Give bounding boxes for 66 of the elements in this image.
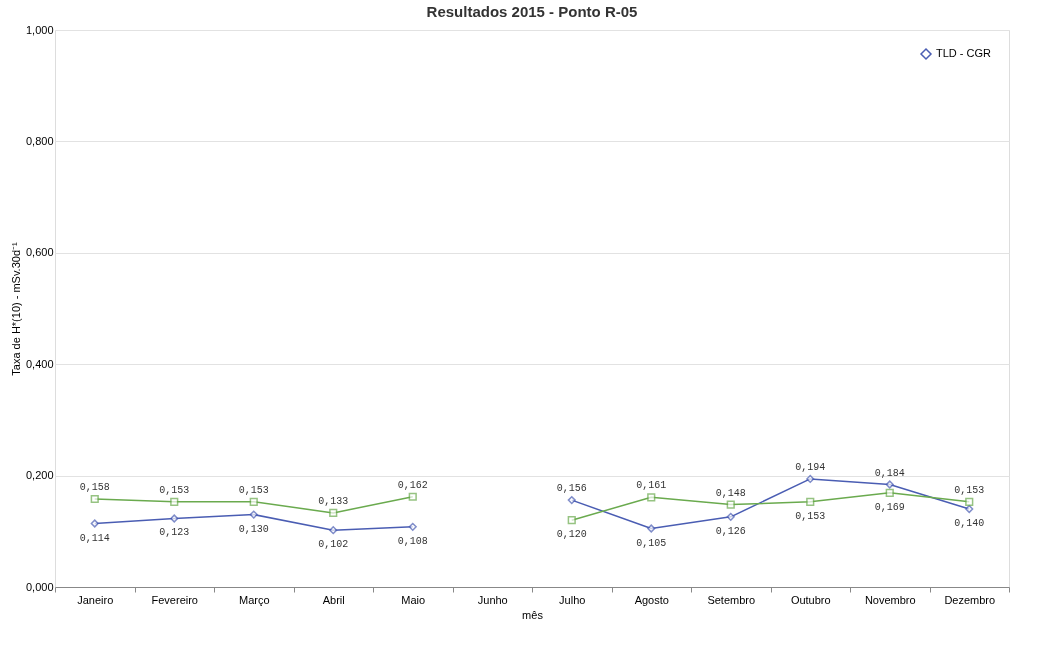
data-label: 0,123 [159, 527, 190, 539]
data-label: 0,169 [874, 501, 905, 513]
x-tick-label: Julho [559, 593, 586, 606]
point [965, 504, 974, 514]
data-label: 0,153 [795, 510, 826, 522]
point [249, 497, 258, 506]
chart-title: Resultados 2015 - Ponto R-05 [426, 3, 638, 20]
point [885, 480, 894, 489]
point [90, 519, 99, 528]
point [567, 496, 576, 505]
point [249, 510, 258, 519]
y-tick-label: 0,200 [25, 469, 54, 482]
y-tick-label: 1,000 [25, 23, 54, 36]
point [329, 508, 338, 518]
data-label: 0,108 [397, 535, 428, 547]
point [408, 522, 417, 531]
data-label: 0,162 [397, 479, 428, 491]
y-tick-label: 0,600 [25, 246, 54, 259]
data-label: 0,140 [954, 518, 985, 530]
x-tick-label: Abril [322, 593, 345, 606]
x-tick-label: Fevereiro [151, 593, 198, 606]
x-tick-label: Março [238, 593, 270, 606]
point [965, 497, 974, 506]
x-tick-label: Junho [477, 593, 508, 606]
x-tick-label: Novembro [864, 593, 916, 606]
data-label: 0,130 [238, 523, 269, 535]
data-label: 0,153 [954, 484, 985, 496]
x-tick-label: Agosto [634, 593, 669, 606]
point [647, 524, 656, 533]
point [806, 474, 815, 484]
x-tick-label: Dezembro [944, 593, 996, 606]
point [726, 512, 735, 521]
data-label: 0,184 [874, 467, 905, 479]
data-label: 0,153 [238, 484, 269, 496]
point [726, 500, 735, 509]
y-axis-title: Taxa de H*(10) - mSv.30d⁻¹ [9, 241, 22, 376]
point [647, 493, 656, 502]
point [329, 526, 338, 535]
point [806, 497, 815, 506]
point [170, 497, 179, 506]
y-tick-label: 0,800 [25, 134, 54, 147]
point [408, 492, 417, 501]
data-label: 0,102 [318, 539, 349, 551]
data-label: 0,133 [318, 495, 349, 507]
data-label: 0,148 [715, 487, 746, 499]
legend-label: TLD - CGR [936, 47, 992, 59]
x-tick-label: Outubro [790, 593, 831, 606]
x-tick-label: Setembro [707, 593, 756, 606]
x-axis-title: mês [522, 608, 544, 621]
y-tick-label: 0,400 [25, 357, 54, 370]
data-label: 0,126 [715, 525, 746, 537]
data-label: 0,156 [556, 483, 587, 495]
point [90, 494, 99, 504]
data-label: 0,158 [79, 481, 110, 493]
data-label: 0,194 [795, 461, 826, 473]
y-tick-label: 0,000 [25, 580, 54, 593]
point [170, 514, 179, 523]
data-label: 0,105 [636, 537, 667, 549]
point [885, 488, 894, 497]
x-tick-label: Maio [401, 593, 426, 606]
x-tick-label: Janeiro [77, 593, 114, 606]
data-label: 0,114 [79, 532, 110, 544]
point [567, 516, 576, 525]
data-label: 0,161 [636, 480, 667, 492]
data-label: 0,153 [159, 484, 190, 496]
data-label: 0,120 [556, 529, 587, 541]
